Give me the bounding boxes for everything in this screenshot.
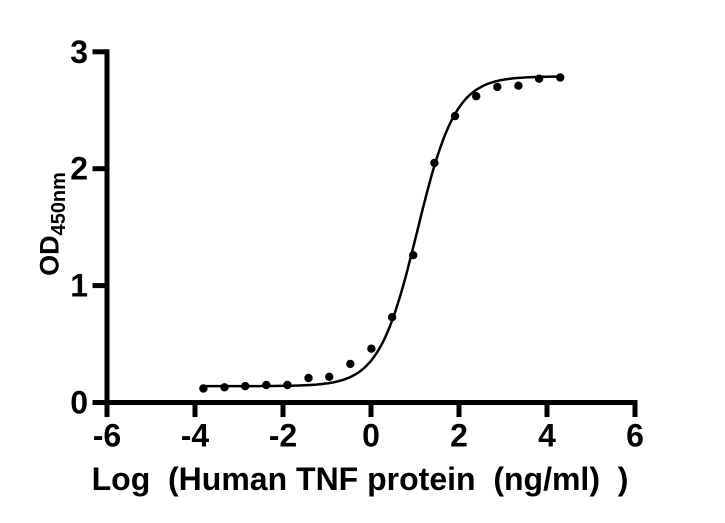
y-axis-title-subscript: 450nm — [47, 172, 70, 236]
x-tick-label: -6 — [93, 418, 121, 454]
y-tick-label: 0 — [70, 385, 88, 421]
y-axis-title-main: OD — [34, 235, 65, 276]
x-axis-title: Log (Human TNF protein (ng/ml) ) — [91, 461, 629, 497]
data-point — [304, 373, 313, 383]
data-point — [534, 74, 544, 83]
y-tick-label: 3 — [70, 34, 88, 70]
data-point — [241, 381, 250, 391]
data-point — [367, 344, 376, 353]
data-point — [283, 380, 292, 390]
y-tick-label: 2 — [70, 151, 88, 187]
data-point — [514, 81, 523, 90]
fit-curve — [202, 75, 562, 388]
data-point — [325, 372, 334, 381]
data-point — [556, 73, 565, 82]
x-tick-label: 4 — [538, 418, 556, 454]
x-tick-label: 2 — [450, 418, 468, 454]
data-point — [220, 383, 229, 392]
x-tick-label: -4 — [181, 418, 210, 454]
data-point — [199, 384, 208, 393]
data-point — [387, 313, 397, 322]
y-axis-title: OD450nm — [34, 172, 70, 276]
data-point — [472, 92, 481, 101]
data-point — [409, 251, 418, 260]
x-tick-label: 6 — [626, 418, 644, 454]
data-point — [450, 111, 460, 121]
x-tick-label: 0 — [362, 418, 380, 454]
data-point — [262, 380, 271, 390]
y-tick-label: 1 — [70, 268, 88, 304]
data-point — [493, 82, 502, 92]
data-point — [346, 359, 355, 369]
x-tick-label: -2 — [269, 418, 297, 454]
data-point — [430, 158, 439, 168]
